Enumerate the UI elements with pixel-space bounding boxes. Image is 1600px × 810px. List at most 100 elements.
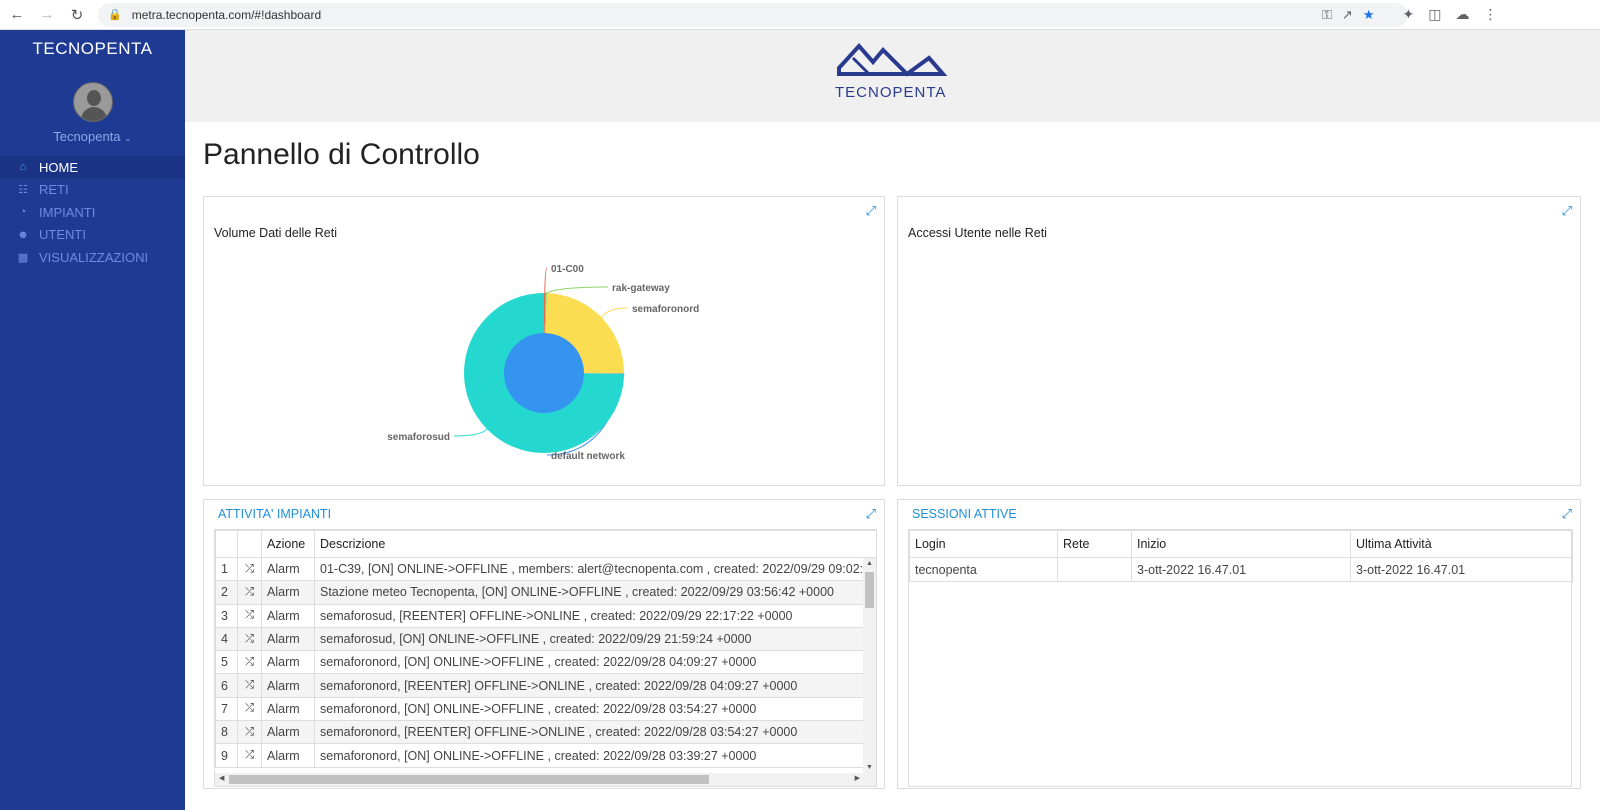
- column-header[interactable]: Login: [909, 530, 1058, 558]
- bookmark-star-icon[interactable]: ★: [1362, 6, 1375, 22]
- network-volume-panel: ⤢ Volume Dati delle Reti 01-C00 rak-gatew…: [203, 196, 885, 486]
- shuffle-icon: ⤮: [237, 720, 262, 745]
- expand-icon[interactable]: ⤢: [865, 203, 876, 218]
- sidebar-item-label: RETI: [39, 182, 69, 198]
- forward-icon[interactable]: →: [39, 6, 55, 23]
- row-action: Alarm: [261, 603, 315, 628]
- shuffle-icon: ⤮: [237, 743, 262, 768]
- row-action: Alarm: [261, 696, 315, 722]
- user-menu[interactable]: Tecnopenta ⌄: [0, 129, 185, 144]
- horizontal-scrollbar[interactable]: ◀ ▶: [215, 773, 876, 786]
- sidebar-item-impianti[interactable]: ◔ IMPIANTI: [0, 201, 185, 224]
- scroll-up-icon[interactable]: ▲: [866, 560, 873, 567]
- slice-label: semaforosud: [387, 432, 450, 443]
- address-bar[interactable]: 🔒 metra.tecnopenta.com/#!dashboard: [98, 2, 1408, 27]
- expand-icon[interactable]: ⤢: [1561, 506, 1572, 521]
- sidebar-item-label: HOME: [39, 159, 78, 175]
- extensions-icon[interactable]: ✦: [1402, 6, 1415, 22]
- users-icon: ☻: [17, 228, 29, 241]
- column-header[interactable]: Descrizione: [314, 530, 876, 558]
- slice-label: rak-gateway: [612, 283, 670, 294]
- browser-toolbar: ← → ↻ 🔒 metra.tecnopenta.com/#!dashboard…: [0, 0, 1600, 30]
- header: TECNOPENTA: [185, 30, 1600, 122]
- vertical-scrollbar[interactable]: ▲ ▼: [863, 558, 876, 773]
- slice-label: semaforonord: [632, 304, 699, 315]
- sessions-table: Login Rete Inizio Ultima Attività tecnop…: [909, 530, 1573, 582]
- avatar[interactable]: [72, 82, 113, 122]
- chevron-down-icon: ⌄: [124, 133, 132, 143]
- key-icon[interactable]: ⚿: [1322, 6, 1332, 22]
- sidebar-item-home[interactable]: ⌂ HOME: [0, 156, 185, 179]
- sidebar-brand: TECNOPENTA: [32, 39, 153, 58]
- row-description: semaforosud, [REENTER] OFFLINE->ONLINE ,…: [314, 603, 876, 628]
- column-header[interactable]: Rete: [1057, 530, 1132, 558]
- scroll-down-icon[interactable]: ▼: [866, 764, 873, 771]
- table-row[interactable]: 9 ⤮ Alarm semaforonord, [ON] ONLINE->OFFLIN…: [215, 743, 876, 768]
- profile-icon[interactable]: ☁: [1455, 6, 1470, 22]
- expand-icon[interactable]: ⤢: [865, 506, 876, 521]
- table-row[interactable]: tecnopenta 3-ott-2022 16.47.01 3-ott-2022 …: [909, 557, 1573, 582]
- row-number: 8: [215, 720, 238, 745]
- activity-table: Azione Descrizione 1 ⤮ Alarm 01-C39, [ON] O…: [215, 530, 876, 768]
- sitemap-icon: ☷: [18, 184, 28, 197]
- scroll-left-icon[interactable]: ◀: [219, 775, 225, 782]
- table-row[interactable]: 3 ⤮ Alarm semaforosud, [REENTER] OFFLINE->O…: [215, 603, 876, 628]
- activity-table-wrap: Azione Descrizione 1 ⤮ Alarm 01-C39, [ON] O…: [214, 529, 877, 787]
- expand-icon[interactable]: ⤢: [1561, 203, 1572, 218]
- scroll-right-icon[interactable]: ▶: [854, 775, 860, 782]
- tecnopenta-logo: [837, 42, 947, 77]
- sidebar-item-label: IMPIANTI: [39, 204, 96, 220]
- table-row[interactable]: 8 ⤮ Alarm semaforonord, [REENTER] OFFLINE->…: [215, 720, 876, 745]
- shuffle-icon: ⤮: [237, 626, 262, 652]
- sidebar-item-label: UTENTI: [39, 227, 86, 243]
- shuffle-icon: ⤮: [237, 580, 262, 605]
- lock-icon: 🔒: [108, 9, 122, 21]
- sidebar: TECNOPENTA Tecnopenta ⌄ ⌂ HOME ☷ RETI ◔ …: [0, 30, 185, 810]
- leader-line: [453, 428, 488, 437]
- page-title: Pannello di Controllo: [203, 138, 480, 171]
- session-login: tecnopenta: [909, 557, 1058, 582]
- table-row[interactable]: 5 ⤮ Alarm semaforonord, [ON] ONLINE->OFFLIN…: [215, 650, 876, 675]
- row-number: 1: [215, 556, 238, 582]
- dashboard-icon: ◔: [19, 206, 27, 219]
- panel-title: ATTIVITA' IMPIANTI: [218, 507, 332, 521]
- table-row[interactable]: 7 ⤮ Alarm semaforonord, [ON] ONLINE->OFFLIN…: [215, 696, 876, 722]
- table-row[interactable]: 1 ⤮ Alarm 01-C39, [ON] ONLINE->OFFLINE , me…: [215, 556, 876, 582]
- sidebar-item-utenti[interactable]: ☻ UTENTI: [0, 224, 185, 247]
- sessions-table-wrap: Login Rete Inizio Ultima Attività tecnop…: [908, 529, 1573, 787]
- row-number: 5: [215, 650, 238, 675]
- shuffle-icon: ⤮: [237, 650, 262, 675]
- column-header[interactable]: [237, 530, 262, 558]
- row-action: Alarm: [261, 650, 315, 675]
- row-number: 4: [215, 626, 238, 652]
- slice-label: 01-C00: [551, 264, 584, 275]
- activity-panel: ATTIVITA' IMPIANTI ⤢ Azione Descrizione …: [203, 499, 885, 789]
- side-panel-icon[interactable]: ◫: [1428, 6, 1442, 22]
- row-action: Alarm: [261, 556, 315, 582]
- row-description: semaforonord, [ON] ONLINE->OFFLINE , cre…: [314, 696, 876, 722]
- sidebar-item-visualizzazioni[interactable]: ▩ VISUALIZZAZIONI: [0, 246, 185, 269]
- sidebar-menu: ⌂ HOME ☷ RETI ◔ IMPIANTI ☻ UTENTI ▩ VISU…: [0, 156, 185, 269]
- row-number: 6: [215, 673, 238, 698]
- column-header[interactable]: Inizio: [1131, 530, 1351, 558]
- leader-line: [601, 307, 629, 318]
- reload-icon[interactable]: ↻: [70, 6, 84, 24]
- table-row[interactable]: 4 ⤮ Alarm semaforosud, [ON] ONLINE->OFFLINE…: [215, 626, 876, 652]
- session-last-activity: 3-ott-2022 16.47.01: [1350, 557, 1573, 582]
- row-description: semaforonord, [ON] ONLINE->OFFLINE , cre…: [314, 650, 876, 675]
- table-row[interactable]: 6 ⤮ Alarm semaforonord, [REENTER] OFFLINE->…: [215, 673, 876, 698]
- user-name: Tecnopenta: [53, 129, 121, 144]
- shuffle-icon: ⤮: [237, 603, 262, 628]
- column-header[interactable]: Azione: [261, 530, 315, 558]
- back-icon[interactable]: ←: [9, 6, 25, 23]
- share-icon[interactable]: ↗: [1341, 6, 1353, 22]
- table-row[interactable]: 2 ⤮ Alarm Stazione meteo Tecnopenta, [ON] O…: [215, 580, 876, 605]
- sidebar-item-label: VISUALIZZAZIONI: [39, 249, 149, 265]
- row-action: Alarm: [261, 743, 315, 768]
- panel-title: SESSIONI ATTIVE: [912, 507, 1017, 521]
- column-header[interactable]: Ultima Attività: [1350, 530, 1573, 558]
- column-header[interactable]: [215, 530, 238, 558]
- sidebar-item-reti[interactable]: ☷ RETI: [0, 179, 185, 202]
- menu-dots-icon[interactable]: ⋮: [1483, 6, 1498, 22]
- inner-slice-default-network[interactable]: [504, 333, 584, 413]
